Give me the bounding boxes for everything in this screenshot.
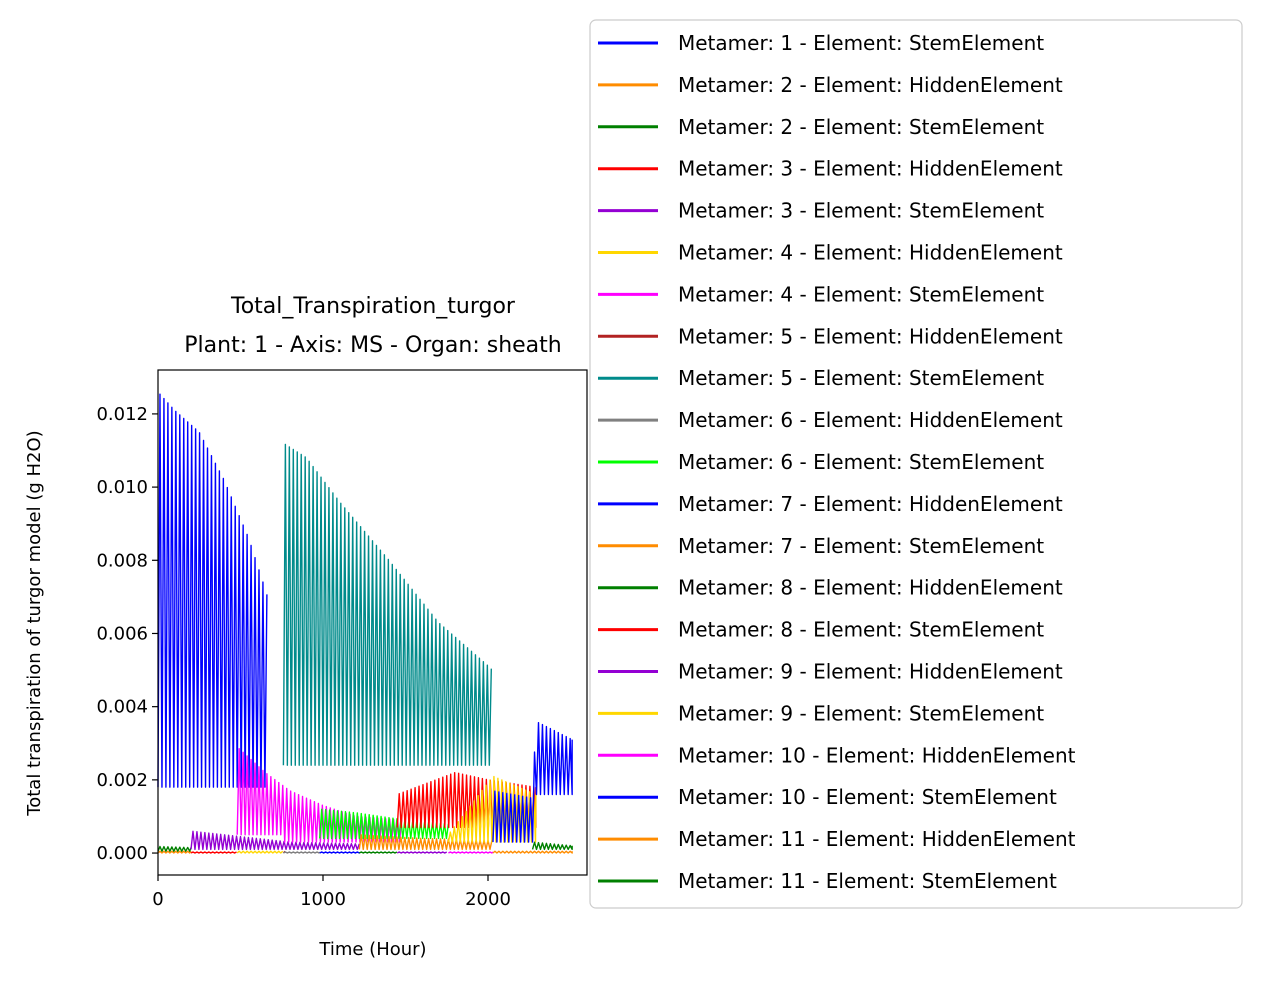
series-line-6 [236,850,284,854]
series-line-3 [157,845,192,852]
x-tick-label: 1000 [300,889,346,910]
legend-label: Metamer: 11 - Element: StemElement [678,869,1057,893]
y-tick-label: 0.002 [96,770,148,791]
y-tick-label: 0.012 [96,404,148,425]
legend-label: Metamer: 2 - Element: StemElement [678,115,1044,139]
legend-label: Metamer: 7 - Element: HiddenElement [678,492,1063,516]
x-tick-label: 2000 [465,889,511,910]
legend-label: Metamer: 9 - Element: HiddenElement [678,660,1063,684]
series-line-12 [319,851,360,854]
series-line-21 [531,841,573,851]
legend-label: Metamer: 1 - Element: StemElement [678,31,1044,55]
legend-label: Metamer: 10 - Element: HiddenElement [678,743,1076,767]
y-tick-label: 0.000 [96,843,148,864]
y-axis-label: Total transpiration of turgor model (g H… [24,430,45,816]
series-line-9 [282,443,492,766]
y-tick-label: 0.006 [96,623,148,644]
y-tick-label: 0.004 [96,697,148,718]
y-tick-label: 0.010 [96,477,148,498]
series-line-2 [157,850,192,854]
series-line-14 [358,851,398,854]
legend-label: Metamer: 9 - Element: StemElement [678,701,1044,725]
x-tick-label: 0 [152,889,163,910]
series-line-20 [492,850,573,854]
plot-series [157,393,573,854]
chart-subtitle: Plant: 1 - Axis: MS - Organ: sheath [184,333,561,358]
series-line-10 [283,851,321,854]
legend-label: Metamer: 10 - Element: StemElement [678,785,1057,809]
legend-label: Metamer: 8 - Element: HiddenElement [678,576,1063,600]
series-line-19 [492,721,573,843]
series-line-16 [396,851,448,854]
plot-frame [157,369,588,876]
series-line-13 [358,834,493,851]
legend: Metamer: 1 - Element: StemElement Metamer… [589,19,1243,909]
legend-label: Metamer: 7 - Element: StemElement [678,534,1044,558]
y-tick-label: 0.008 [96,550,148,571]
legend-label: Metamer: 4 - Element: StemElement [678,282,1044,306]
chart-title: Total_Transpiration_turgor [230,294,516,319]
series-line-4 [190,851,237,854]
legend-label: Metamer: 5 - Element: HiddenElement [678,324,1063,348]
legend-label: Metamer: 8 - Element: StemElement [678,618,1044,642]
legend-label: Metamer: 5 - Element: StemElement [678,366,1044,390]
series-line-17 [447,775,537,843]
series-line-11 [319,808,450,840]
x-axis-label: Time (Hour) [318,939,426,960]
x-axis: 0 1000 2000 [152,875,511,910]
legend-label: Metamer: 11 - Element: HiddenElement [678,827,1076,851]
legend-label: Metamer: 6 - Element: StemElement [678,450,1044,474]
series-line-1 [157,393,268,788]
y-axis: 0.000 0.002 0.004 0.006 0.008 0.010 0.012 [96,404,158,864]
series-line-18 [448,851,494,854]
series-line-5 [190,830,360,851]
legend-label: Metamer: 3 - Element: HiddenElement [678,157,1063,181]
legend-frame [589,19,1243,909]
legend-label: Metamer: 6 - Element: HiddenElement [678,408,1063,432]
legend-label: Metamer: 2 - Element: HiddenElement [678,73,1063,97]
legend-label: Metamer: 3 - Element: StemElement [678,199,1044,223]
legend-label: Metamer: 4 - Element: HiddenElement [678,241,1063,265]
